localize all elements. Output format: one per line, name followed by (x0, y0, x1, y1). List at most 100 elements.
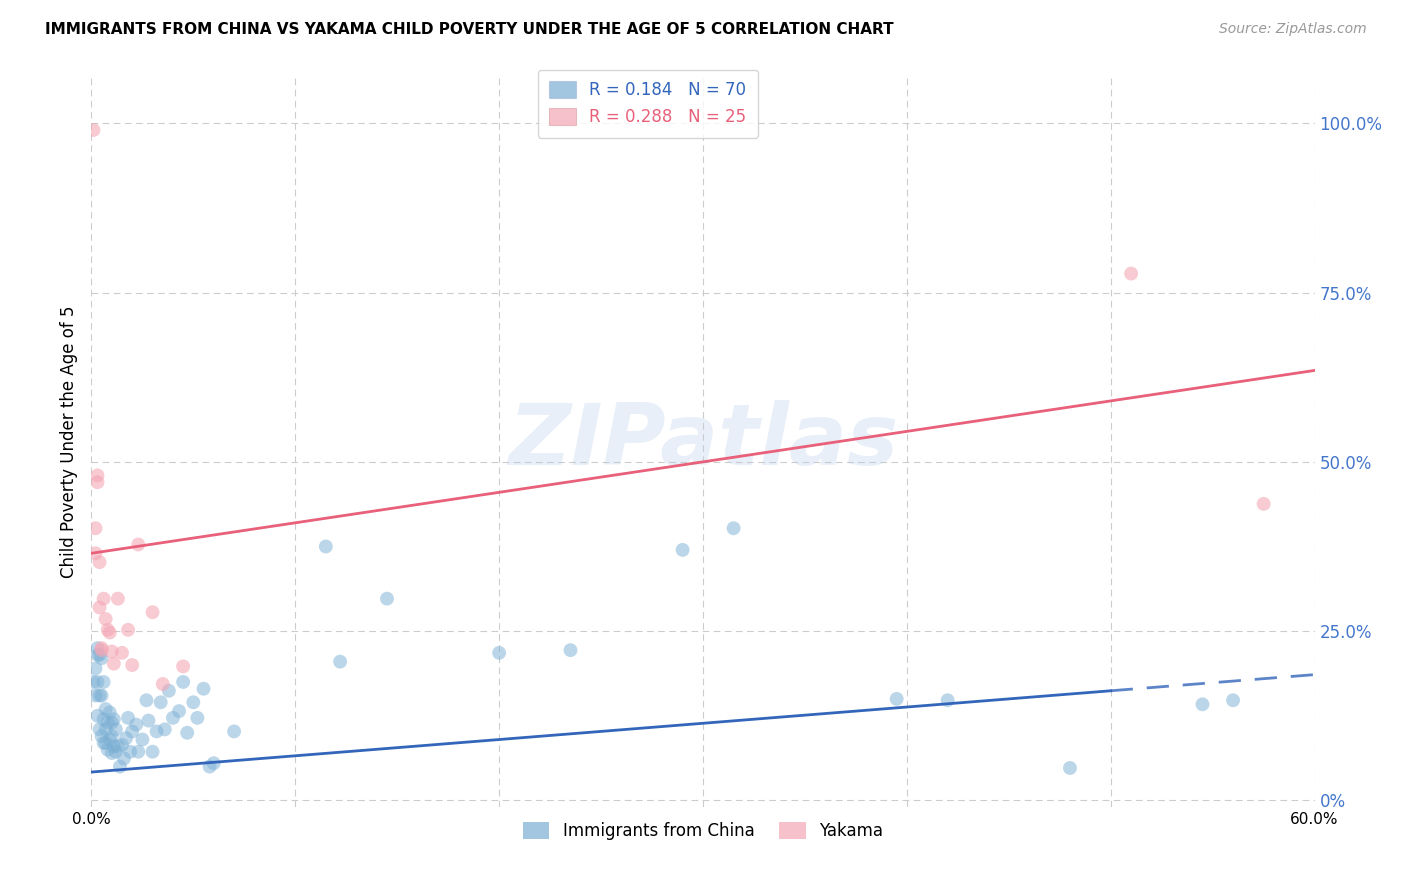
Point (329, 655, 352, 669)
Point (167, 704, 190, 718)
Point (1191, 698, 1213, 712)
Point (82, 675, 104, 690)
Point (94, 723, 117, 737)
Point (152, 677, 174, 691)
Point (172, 659, 194, 673)
Point (315, 540, 337, 554)
Point (90, 651, 112, 665)
Point (125, 717, 148, 731)
Y-axis label: Child Poverty Under the Age of 5: Child Poverty Under the Age of 5 (59, 305, 77, 578)
Point (153, 723, 176, 737)
Point (127, 537, 149, 551)
Legend: Immigrants from China, Yakama: Immigrants from China, Yakama (516, 815, 890, 847)
Point (103, 712, 125, 726)
Point (111, 738, 134, 752)
Point (90, 643, 112, 657)
Point (86, 708, 108, 723)
Point (172, 675, 194, 690)
Point (86, 675, 108, 690)
Point (93, 591, 115, 606)
Point (101, 715, 124, 730)
Point (97, 742, 120, 756)
Point (107, 739, 129, 754)
Point (84, 661, 107, 675)
Point (89, 689, 111, 703)
Point (145, 724, 167, 739)
Point (86, 648, 108, 662)
Point (111, 646, 134, 660)
Point (723, 521, 745, 535)
Point (90, 689, 112, 703)
Point (186, 711, 208, 725)
Point (103, 657, 125, 671)
Point (98, 732, 121, 747)
Point (162, 711, 184, 725)
Point (117, 623, 139, 637)
Point (1059, 761, 1081, 775)
Text: IMMIGRANTS FROM CHINA VS YAKAMA CHILD POVERTY UNDER THE AGE OF 5 CORRELATION CHA: IMMIGRANTS FROM CHINA VS YAKAMA CHILD PO… (45, 22, 894, 37)
Point (121, 724, 143, 739)
Point (93, 736, 115, 750)
Point (193, 681, 215, 696)
Point (93, 712, 115, 726)
Point (84, 689, 107, 703)
Point (112, 751, 135, 765)
Point (672, 542, 695, 557)
Point (82, 123, 104, 137)
Point (176, 725, 198, 739)
Point (97, 715, 120, 730)
Point (89, 600, 111, 615)
Text: Source: ZipAtlas.com: Source: ZipAtlas.com (1219, 22, 1367, 37)
Point (115, 731, 138, 746)
Text: ZIPatlas: ZIPatlas (508, 400, 898, 483)
Point (1222, 693, 1244, 707)
Point (157, 683, 180, 698)
Point (108, 759, 131, 773)
Point (101, 746, 124, 760)
Point (89, 723, 111, 737)
Point (101, 729, 124, 743)
Point (94, 736, 117, 750)
Point (103, 739, 125, 754)
Point (141, 745, 163, 759)
Point (138, 714, 160, 728)
Point (141, 605, 163, 619)
Point (1121, 267, 1143, 281)
Point (222, 724, 246, 739)
Point (94, 612, 117, 626)
Point (93, 675, 115, 690)
Point (560, 643, 582, 657)
Point (84, 546, 107, 560)
Point (183, 695, 205, 709)
Point (94, 702, 117, 716)
Point (98, 625, 121, 640)
Point (120, 745, 142, 759)
Point (90, 641, 112, 656)
Point (117, 711, 139, 725)
Point (84, 521, 107, 535)
Point (1253, 497, 1275, 511)
Point (131, 732, 153, 747)
Point (149, 695, 172, 709)
Point (89, 555, 111, 569)
Point (104, 723, 127, 737)
Point (97, 623, 120, 637)
Point (98, 706, 121, 720)
Point (90, 729, 112, 743)
Point (86, 475, 108, 490)
Point (936, 693, 959, 707)
Point (135, 693, 157, 707)
Point (121, 658, 143, 673)
Point (86, 468, 108, 483)
Point (886, 692, 908, 706)
Point (86, 641, 108, 656)
Point (375, 591, 398, 606)
Point (101, 644, 124, 658)
Point (202, 756, 225, 771)
Point (127, 745, 149, 759)
Point (488, 646, 510, 660)
Point (89, 648, 111, 662)
Point (107, 591, 129, 606)
Point (198, 759, 221, 773)
Point (104, 745, 127, 759)
